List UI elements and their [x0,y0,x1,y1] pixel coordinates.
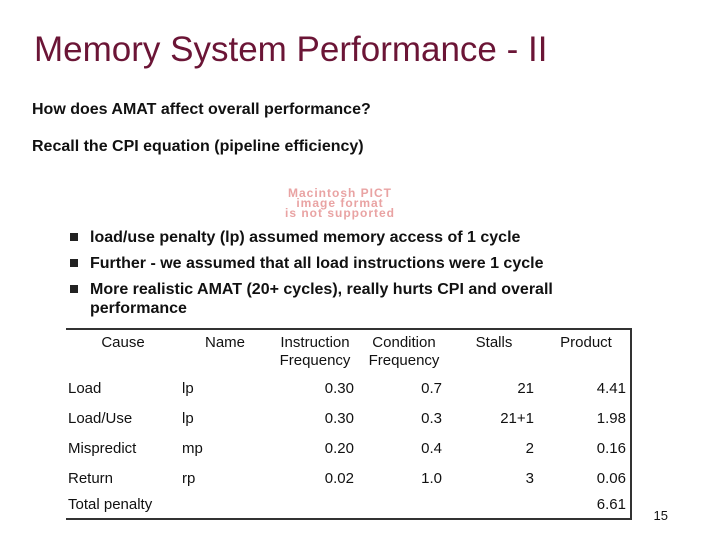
table-cell: 0.06 [596,470,626,487]
table-cell: 1.0 [421,470,442,487]
bullet-text: More realistic AMAT (20+ cycles), really… [90,281,553,317]
header-cell: Instruction Frequency [279,334,351,369]
bullet-text: load/use penalty (lp) assumed memory acc… [90,229,521,246]
table: Cause Name Instruction Frequency Condition … [66,328,632,520]
table-cell: 0.02 [324,470,354,487]
bullet-text: Further - we assumed that all load instr… [90,255,544,272]
header-cell: Condition Frequency [368,334,440,369]
bullet: More realistic AMAT (20+ cycles), really… [70,280,630,318]
table-cell: mp [182,440,203,457]
table-cell: Load/Use [68,410,133,427]
page-number: 15 [653,508,668,523]
table-cell: rp [182,470,196,487]
table-cell: 0.3 [421,410,442,427]
table-cell: 0.7 [421,380,442,397]
table-cell: 0.30 [324,410,354,427]
table-cell: 0.16 [596,440,626,457]
line: Recall the CPI equation (pipeline effici… [32,138,364,155]
table-cell: 3 [525,470,534,487]
table-cell: 2 [525,440,534,457]
table-cell: 21 [517,380,534,397]
table-cell: 1.98 [596,410,626,427]
table-cell: lp [182,380,194,397]
line: How does AMAT affect overall performance… [32,101,371,118]
table-cell: Load [68,380,102,397]
total-label: Total penalty [68,496,153,513]
table-cell: 0.30 [324,380,354,397]
title: Memory System Performance - II [34,30,548,69]
header-cell: Product [560,334,612,351]
table-cell: Mispredict [68,440,137,457]
table-cell: 0.4 [421,440,442,457]
bullet: Further - we assumed that all load instr… [70,254,630,273]
total-value: 6.61 [596,496,626,513]
table-cell: Return [68,470,114,487]
header-cell: Cause [101,334,145,351]
header-cell: Stalls [475,334,513,351]
image-placeholder: Macintosh PICT image format is not suppo… [215,186,465,220]
table-cell: 21+1 [500,410,534,427]
header-cell: Name [204,334,245,351]
placeholder-line: is not supported [285,206,395,220]
placeholder-line: Macintosh PICT [287,186,392,200]
bullet: load/use penalty (lp) assumed memory acc… [70,228,630,247]
table-cell: 0.20 [324,440,354,457]
table-cell: lp [182,410,194,427]
table-cell: 4.41 [596,380,626,397]
placeholder-line: image format [296,196,384,210]
